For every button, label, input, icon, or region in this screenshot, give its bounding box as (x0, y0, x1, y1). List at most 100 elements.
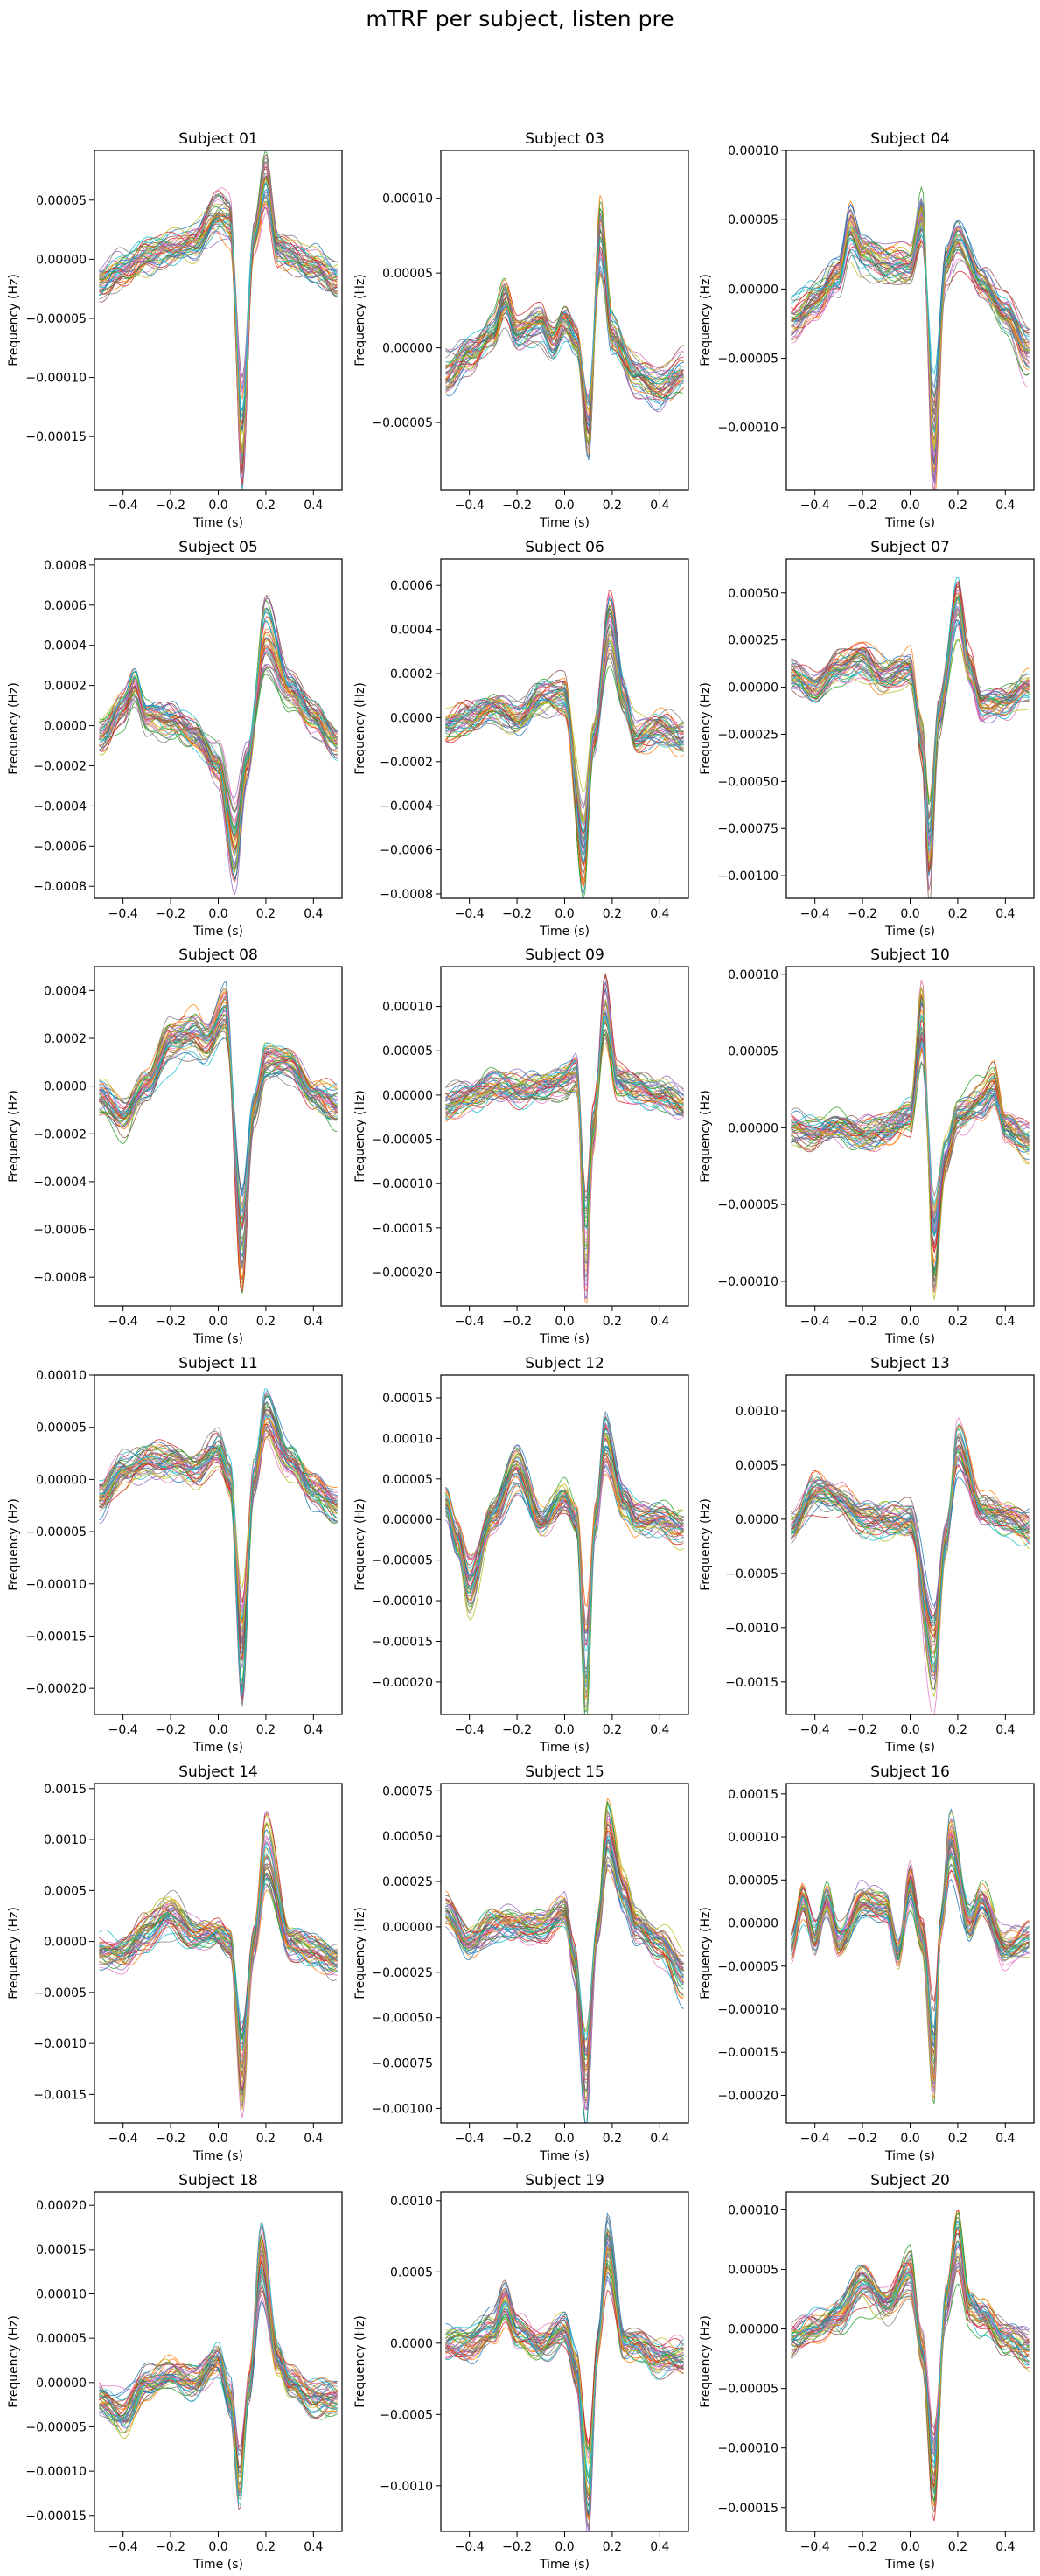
channel-trace (445, 1452, 684, 1630)
y-axis-label: Frequency (Hz) (353, 1907, 367, 2000)
x-axis-label: Time (s) (539, 2149, 590, 2163)
channel-trace (791, 602, 1030, 891)
x-tick-label: 0.2 (603, 1723, 622, 1737)
x-tick-label: −0.4 (800, 2540, 830, 2554)
channel-trace (791, 227, 1030, 404)
x-axis-label: Time (s) (192, 925, 243, 939)
subplot-title: Subject 19 (525, 2172, 604, 2189)
y-tick-label: 0.00000 (36, 2377, 87, 2391)
x-axis-label: Time (s) (884, 2558, 935, 2572)
y-tick-label: 0.0000 (44, 1936, 87, 1950)
x-tick-label: 0.2 (256, 2132, 276, 2146)
channel-traces (99, 2222, 338, 2511)
channel-trace (791, 227, 1030, 434)
channel-trace (445, 230, 684, 436)
y-tick-label: 0.00000 (382, 1921, 433, 1935)
subplot-title: Subject 04 (870, 130, 950, 148)
y-tick-label: −0.00005 (717, 2383, 778, 2397)
y-tick-label: 0.00025 (728, 634, 778, 648)
x-tick-label: 0.2 (948, 2540, 967, 2554)
y-tick-label: 0.0002 (44, 680, 87, 694)
x-tick-label: 0.0 (555, 1315, 574, 1329)
channel-trace (99, 157, 338, 481)
x-tick-label: −0.2 (502, 499, 532, 513)
channel-trace (445, 1021, 684, 1199)
channel-trace (99, 2243, 338, 2495)
y-tick-label: −0.0002 (33, 1127, 87, 1141)
subplot-title: Subject 12 (525, 1355, 604, 1372)
channel-trace (99, 2290, 338, 2452)
y-tick-label: −0.00005 (25, 312, 87, 326)
y-tick-label: 0.0002 (44, 1032, 87, 1046)
y-tick-label: −0.0006 (380, 844, 433, 858)
x-tick-label: 0.4 (650, 2132, 669, 2146)
x-axis-label: Time (s) (192, 516, 243, 530)
y-tick-label: 0.00010 (728, 2203, 778, 2217)
channel-trace (791, 211, 1030, 480)
y-axis-label: Frequency (Hz) (353, 2315, 367, 2408)
y-tick-label: −0.00010 (25, 372, 87, 386)
y-tick-label: 0.0000 (390, 2337, 433, 2351)
x-tick-label: −0.2 (502, 2132, 532, 2146)
channel-trace (791, 1444, 1030, 1626)
channel-trace (445, 269, 684, 404)
x-tick-label: 0.4 (304, 1315, 323, 1329)
x-tick-label: 0.4 (304, 2132, 323, 2146)
x-tick-label: 0.4 (995, 2132, 1015, 2146)
channel-trace (445, 633, 684, 828)
channel-trace (791, 608, 1030, 820)
x-axis-label: Time (s) (539, 925, 590, 939)
y-tick-label: −0.00015 (717, 2046, 778, 2060)
channel-trace (445, 611, 684, 884)
y-tick-label: 0.00010 (382, 192, 433, 206)
subplot-title: Subject 01 (178, 130, 258, 148)
y-tick-label: 0.00020 (36, 2199, 87, 2213)
channel-trace (791, 620, 1030, 826)
channel-trace (99, 196, 338, 454)
channel-trace (445, 1460, 684, 1625)
y-tick-label: 0.0005 (390, 2265, 433, 2279)
x-tick-label: −0.4 (108, 2540, 138, 2554)
channel-trace (791, 595, 1030, 872)
channel-traces (445, 1797, 684, 2123)
y-tick-label: −0.00075 (372, 2057, 433, 2071)
x-tick-label: −0.2 (156, 2132, 185, 2146)
subplot: Subject 03 −0.4 −0.2 0.0 0.2 0.4 −0.00005 0.000… (353, 130, 689, 530)
y-tick-label: 0.00050 (728, 587, 778, 601)
x-tick-label: −0.4 (800, 1723, 830, 1737)
x-axis-label: Time (s) (884, 2149, 935, 2163)
subplot: Subject 18 −0.4 −0.2 0.0 0.2 0.4 −0.00015 −0.00… (7, 2172, 343, 2572)
y-tick-label: −0.0008 (380, 888, 433, 902)
x-tick-label: 0.0 (555, 907, 574, 921)
y-axis-label: Frequency (Hz) (699, 682, 713, 775)
channel-traces (99, 980, 338, 1294)
subplot: Subject 09 −0.4 −0.2 0.0 0.2 0.4 −0.00020 −0.00… (353, 946, 689, 1346)
y-tick-label: −0.00010 (717, 2003, 778, 2017)
y-tick-label: 0.0008 (44, 559, 87, 573)
y-tick-label: −0.00005 (717, 1960, 778, 1974)
channel-trace (791, 987, 1030, 1300)
subplot: Subject 07 −0.4 −0.2 0.0 0.2 0.4 −0.00100 −0.00… (699, 539, 1035, 939)
subplot: Subject 15 −0.4 −0.2 0.0 0.2 0.4 −0.00100 −0.00… (353, 1763, 689, 2163)
x-tick-label: −0.4 (108, 2132, 138, 2146)
x-tick-label: 0.0 (208, 907, 227, 921)
subplot-title: Subject 14 (178, 1763, 258, 1781)
channel-trace (99, 995, 338, 1248)
channel-trace (99, 1425, 338, 1640)
subplot-title: Subject 03 (525, 130, 604, 148)
y-axis-label: Frequency (Hz) (7, 274, 21, 367)
channel-trace (445, 639, 684, 823)
x-axis-label: Time (s) (192, 1332, 243, 1346)
channel-trace (99, 2283, 338, 2477)
x-tick-label: 0.0 (208, 2132, 227, 2146)
x-tick-label: −0.4 (455, 499, 485, 513)
channel-trace (445, 1836, 684, 2040)
channel-trace (445, 1029, 684, 1209)
channel-trace (445, 1428, 684, 1688)
channel-trace (99, 1837, 338, 2119)
y-tick-label: 0.00010 (382, 1432, 433, 1446)
y-tick-label: 0.00010 (728, 968, 778, 982)
x-tick-label: −0.2 (156, 907, 185, 921)
subplot: Subject 05 −0.4 −0.2 0.0 0.2 0.4 −0.0008 −0.000… (7, 539, 343, 939)
channel-trace (790, 1846, 1030, 2049)
